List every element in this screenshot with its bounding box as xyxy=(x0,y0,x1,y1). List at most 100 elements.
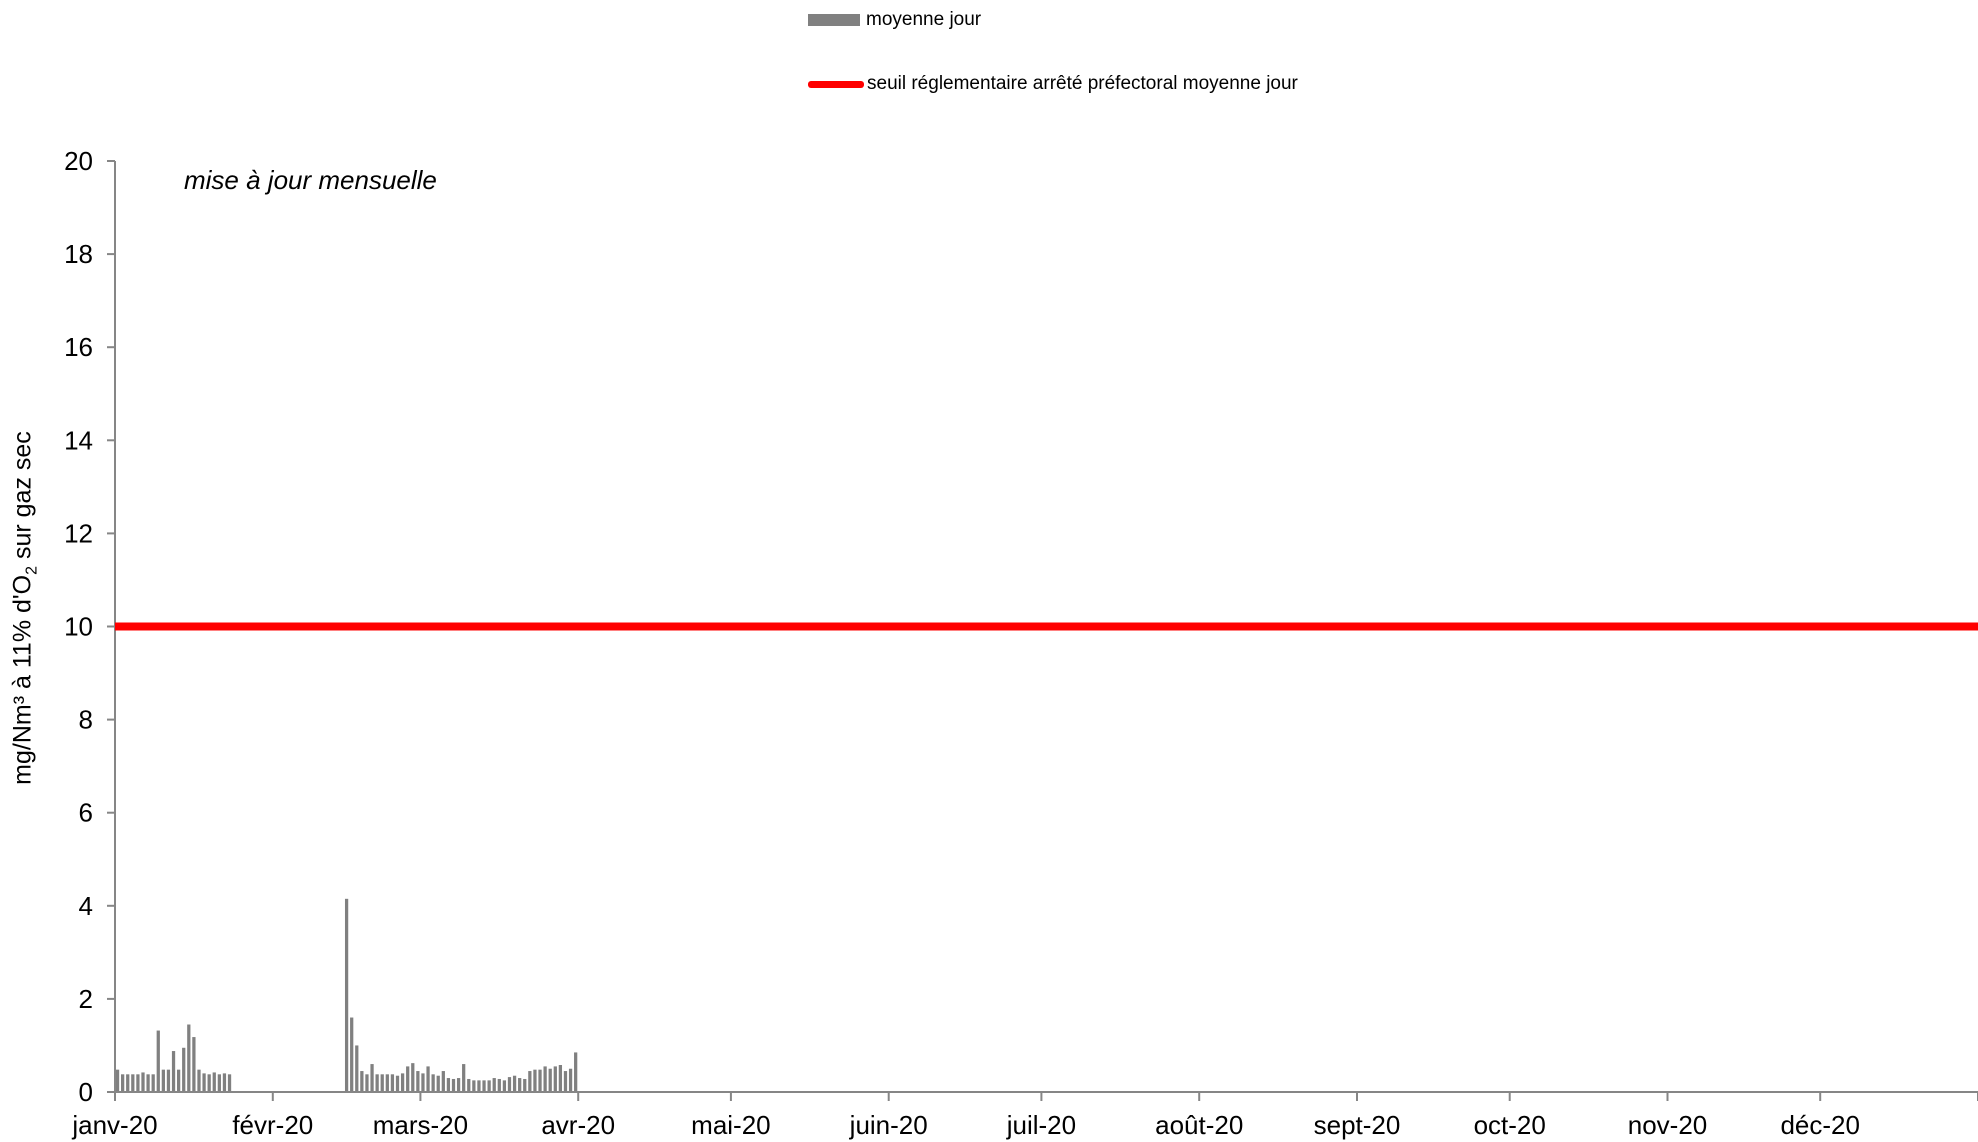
bar xyxy=(375,1074,379,1092)
bar xyxy=(543,1066,547,1092)
bar xyxy=(166,1069,171,1092)
bar xyxy=(146,1074,150,1092)
bar xyxy=(492,1078,496,1092)
bar xyxy=(197,1069,201,1092)
bar xyxy=(187,1024,191,1092)
x-tick-label: juin-20 xyxy=(849,1110,928,1140)
y-tick-label: 6 xyxy=(79,798,93,828)
x-tick-label: mai-20 xyxy=(691,1110,770,1140)
bar xyxy=(151,1074,155,1092)
bar xyxy=(390,1074,395,1092)
y-tick-label: 4 xyxy=(79,891,93,921)
bar xyxy=(395,1075,400,1092)
bar xyxy=(456,1078,461,1092)
bar xyxy=(360,1071,364,1092)
y-tick-label: 0 xyxy=(79,1077,93,1107)
y-tick-label: 14 xyxy=(64,425,93,455)
bar xyxy=(512,1075,517,1092)
bar xyxy=(222,1073,227,1092)
bar xyxy=(451,1078,456,1092)
bar xyxy=(365,1074,369,1092)
bar xyxy=(441,1071,445,1092)
bar xyxy=(467,1078,471,1092)
bar xyxy=(416,1071,420,1092)
bar xyxy=(177,1069,181,1092)
bar xyxy=(192,1037,196,1092)
bar xyxy=(477,1080,481,1092)
bar xyxy=(411,1063,415,1092)
y-tick-label: 10 xyxy=(64,612,93,642)
axes-group: 0 2 4 6 8 10 12 14 16 18 20 janv-20 févr-20 mars-20 av… xyxy=(64,146,1978,1140)
bar-group xyxy=(115,898,578,1092)
bar xyxy=(227,1074,232,1092)
bar xyxy=(207,1074,211,1092)
legend-threshold-swatch xyxy=(808,80,864,88)
x-tick-label: sept-20 xyxy=(1314,1110,1401,1140)
bar xyxy=(370,1064,374,1092)
x-tick-label: août-20 xyxy=(1155,1110,1243,1140)
y-tick-label: 2 xyxy=(79,984,93,1014)
y-tick-label: 18 xyxy=(64,239,93,269)
bar xyxy=(202,1073,206,1092)
bar xyxy=(538,1069,542,1092)
x-tick-label: févr-20 xyxy=(232,1110,313,1140)
x-tick-label: nov-20 xyxy=(1628,1110,1708,1140)
bar xyxy=(344,898,349,1092)
bar xyxy=(482,1080,486,1092)
legend-bar-swatch xyxy=(808,14,860,26)
x-tick-label: janv-20 xyxy=(71,1110,157,1140)
legend-bar-label: moyenne jour xyxy=(866,9,982,30)
bar xyxy=(421,1073,425,1092)
bar xyxy=(355,1045,359,1092)
x-tick-label: oct-20 xyxy=(1474,1110,1546,1140)
bar xyxy=(528,1071,532,1092)
bar xyxy=(131,1074,135,1092)
x-tick-label: avr-20 xyxy=(541,1110,615,1140)
bar xyxy=(385,1074,389,1092)
bar xyxy=(487,1080,491,1092)
bar xyxy=(574,1052,578,1092)
bar xyxy=(136,1074,140,1092)
bar xyxy=(497,1078,501,1092)
bar xyxy=(171,1051,176,1092)
bar xyxy=(446,1078,451,1092)
bar xyxy=(141,1072,145,1092)
bar xyxy=(431,1074,435,1092)
bar xyxy=(126,1074,130,1092)
bar xyxy=(350,1017,354,1092)
chart-annotation: mise à jour mensuelle xyxy=(184,165,437,195)
bar xyxy=(426,1066,430,1092)
bar xyxy=(518,1078,522,1092)
bar xyxy=(533,1069,537,1092)
bar xyxy=(121,1074,125,1092)
bar xyxy=(406,1066,410,1092)
y-tick-label: 8 xyxy=(79,705,93,735)
legend-item-threshold: seuil réglementaire arrêté préfectoral m… xyxy=(808,73,1298,95)
x-tick-label: mars-20 xyxy=(373,1110,468,1140)
x-tick-label: juil-20 xyxy=(1006,1110,1076,1140)
bar xyxy=(553,1066,557,1092)
bar xyxy=(115,1069,120,1092)
bar xyxy=(182,1047,186,1092)
legend-threshold-label: seuil réglementaire arrêté préfectoral m… xyxy=(867,73,1298,94)
y-tick-label: 12 xyxy=(64,518,93,548)
bar xyxy=(523,1078,527,1092)
bar xyxy=(436,1075,440,1092)
bar xyxy=(161,1069,165,1092)
y-tick-label: 16 xyxy=(64,332,93,362)
bar xyxy=(400,1073,405,1092)
bar xyxy=(548,1068,552,1092)
bar xyxy=(380,1074,384,1092)
bar xyxy=(568,1068,573,1092)
bar xyxy=(462,1064,466,1092)
bar xyxy=(563,1071,568,1092)
legend-item-bar: moyenne jour xyxy=(808,9,981,31)
bar xyxy=(212,1072,216,1092)
x-tick-label: déc-20 xyxy=(1780,1110,1860,1140)
bar xyxy=(472,1080,476,1092)
bar xyxy=(217,1074,221,1092)
bar xyxy=(156,1030,160,1092)
bar xyxy=(502,1080,507,1092)
bar xyxy=(507,1077,512,1092)
